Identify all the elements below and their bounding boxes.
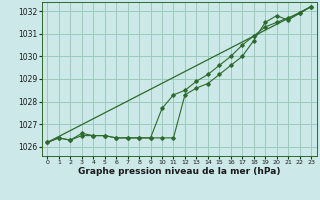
X-axis label: Graphe pression niveau de la mer (hPa): Graphe pression niveau de la mer (hPa) bbox=[78, 167, 280, 176]
